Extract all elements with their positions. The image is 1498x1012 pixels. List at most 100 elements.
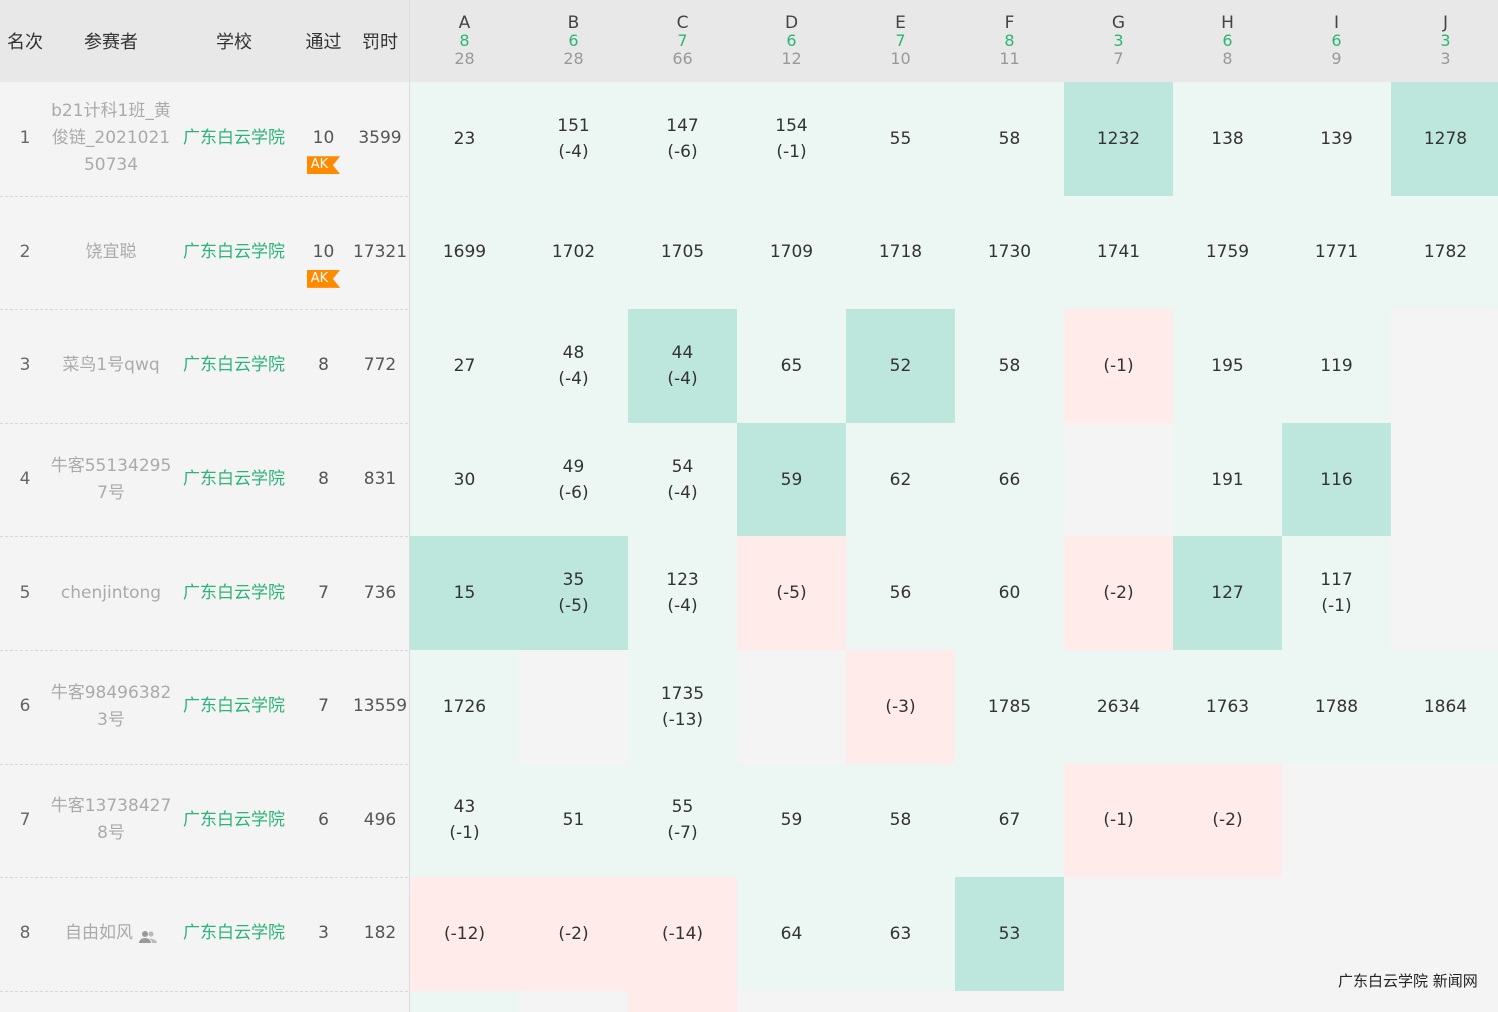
submission-cell-c[interactable]: 55 (-7) [628, 763, 737, 878]
school-link[interactable]: 广东白云学院 [183, 696, 285, 717]
submission-cell-b[interactable]: 35 (-5) [519, 536, 628, 650]
participant-name[interactable]: chenjintong [48, 536, 174, 650]
submission-cell-a[interactable]: (-12) [410, 877, 519, 991]
submission-cell-a[interactable]: 43 (-1) [410, 763, 519, 878]
submission-cell-b[interactable] [519, 650, 628, 764]
header-penalty[interactable]: 罚时 [362, 32, 398, 53]
submission-cell-g[interactable]: (-1) [1064, 763, 1173, 878]
header-school[interactable]: 学校 [216, 32, 252, 53]
submission-cell-e[interactable]: (-3) [846, 650, 955, 764]
submission-cell-a[interactable]: 1726 [410, 650, 519, 764]
submission-cell-c[interactable]: 44 (-4) [628, 309, 737, 423]
submission-cell-e[interactable]: 56 [846, 536, 955, 650]
submission-cell-a[interactable]: 15 [410, 536, 519, 650]
submission-cell-f[interactable]: 66 [955, 422, 1064, 537]
submission-cell-i[interactable]: 1788 [1282, 650, 1391, 764]
submission-cell-d[interactable]: (-5) [737, 536, 846, 650]
submission-cell-f[interactable]: 53 [955, 877, 1064, 991]
participant-name[interactable]: 菜鸟1号qwq [48, 309, 174, 423]
submission-cell-d[interactable] [737, 650, 846, 764]
submission-cell-a[interactable]: 30 [410, 422, 519, 537]
submission-cell-i[interactable]: 139 [1282, 82, 1391, 196]
submission-cell-a[interactable]: 27 [410, 309, 519, 423]
submission-cell-h[interactable]: 1763 [1173, 650, 1282, 764]
header-participant[interactable]: 参赛者 [84, 32, 138, 53]
submission-cell-j[interactable] [1391, 763, 1498, 878]
submission-cell-e[interactable]: 55 [846, 82, 955, 196]
submission-cell-g[interactable]: (-1) [1064, 309, 1173, 423]
submission-cell-f[interactable]: 1730 [955, 195, 1064, 310]
problem-header-f[interactable]: F 8 11 [955, 0, 1064, 82]
submission-cell-d[interactable]: 154 (-1) [737, 82, 846, 196]
school-link[interactable]: 广东白云学院 [183, 241, 285, 262]
submission-cell-b[interactable]: 48 (-4) [519, 309, 628, 423]
submission-cell-i[interactable] [1282, 763, 1391, 878]
submission-cell-g[interactable]: 1741 [1064, 195, 1173, 310]
submission-cell-f[interactable]: 58 [955, 82, 1064, 196]
submission-cell-c[interactable]: 147 (-6) [628, 82, 737, 196]
school-link[interactable]: 广东白云学院 [183, 582, 285, 603]
submission-cell-j[interactable]: 1864 [1391, 650, 1498, 764]
submission-cell-h[interactable]: 138 [1173, 82, 1282, 196]
submission-cell-j[interactable] [1391, 422, 1498, 537]
submission-cell-f[interactable]: 1785 [955, 650, 1064, 764]
problem-header-c[interactable]: C 7 66 [628, 0, 737, 82]
submission-cell-c[interactable]: 54 (-4) [628, 422, 737, 537]
school-link[interactable]: 广东白云学院 [183, 355, 285, 376]
school-link[interactable]: 广东白云学院 [183, 809, 285, 830]
submission-cell-e[interactable]: 63 [846, 877, 955, 991]
participant-name[interactable]: b21计科1班_黄 俊链_2021021 50734 [48, 82, 174, 196]
participant-name[interactable]: 牛客13738427 8号 [48, 764, 174, 878]
submission-cell-f[interactable]: 60 [955, 536, 1064, 650]
problem-header-e[interactable]: E 7 10 [846, 0, 955, 82]
submission-cell-e[interactable]: 58 [846, 763, 955, 878]
submission-cell-b[interactable]: 51 [519, 763, 628, 878]
submission-cell-c[interactable]: 123 (-4) [628, 536, 737, 650]
problem-header-a[interactable]: A 8 28 [410, 0, 519, 82]
submission-cell-g[interactable] [1064, 877, 1173, 991]
participant-name[interactable]: 牛客98496382 3号 [48, 650, 174, 764]
submission-cell-e[interactable]: 1718 [846, 195, 955, 310]
submission-cell-g[interactable] [1064, 422, 1173, 537]
submission-cell-d[interactable]: 59 [737, 422, 846, 537]
submission-cell-g[interactable]: 2634 [1064, 650, 1173, 764]
submission-cell-b[interactable]: (-2) [519, 877, 628, 991]
submission-cell-i[interactable] [1282, 877, 1391, 991]
submission-cell-d[interactable]: 64 [737, 877, 846, 991]
submission-cell-j[interactable]: 1782 [1391, 195, 1498, 310]
submission-cell-e[interactable]: 62 [846, 422, 955, 537]
submission-cell-d[interactable]: 1709 [737, 195, 846, 310]
header-rank[interactable]: 名次 [7, 32, 43, 53]
submission-cell-j[interactable] [1391, 309, 1498, 423]
submission-cell-i[interactable]: 117 (-1) [1282, 536, 1391, 650]
school-link[interactable]: 广东白云学院 [183, 469, 285, 490]
submission-cell-a[interactable]: 1699 [410, 195, 519, 310]
submission-cell-f[interactable]: 58 [955, 309, 1064, 423]
participant-name[interactable]: 牛客55134295 7号 [48, 423, 174, 537]
submission-cell-h[interactable]: 195 [1173, 309, 1282, 423]
submission-cell-h[interactable]: 191 [1173, 422, 1282, 537]
submission-cell-h[interactable]: 127 [1173, 536, 1282, 650]
submission-cell-d[interactable]: 65 [737, 309, 846, 423]
submission-cell-c[interactable]: 1705 [628, 195, 737, 310]
submission-cell-f[interactable]: 67 [955, 763, 1064, 878]
submission-cell-h[interactable]: (-2) [1173, 763, 1282, 878]
submission-cell-i[interactable]: 1771 [1282, 195, 1391, 310]
submission-cell-a[interactable]: 23 [410, 82, 519, 196]
submission-cell-g[interactable]: (-2) [1064, 536, 1173, 650]
submission-cell-j[interactable] [1391, 877, 1498, 991]
problem-header-b[interactable]: B 6 28 [519, 0, 628, 82]
participant-name[interactable]: 饶宜聪 [48, 196, 174, 310]
submission-cell-b[interactable]: 151 (-4) [519, 82, 628, 196]
submission-cell-c[interactable]: (-14) [628, 877, 737, 991]
header-solved[interactable]: 通过 [305, 32, 342, 53]
submission-cell-c[interactable]: 1735 (-13) [628, 650, 737, 764]
submission-cell-i[interactable]: 116 [1282, 422, 1391, 537]
school-link[interactable]: 广东白云学院 [183, 128, 285, 149]
problem-header-d[interactable]: D 6 12 [737, 0, 846, 82]
submission-cell-i[interactable]: 119 [1282, 309, 1391, 423]
submission-cell-d[interactable]: 59 [737, 763, 846, 878]
